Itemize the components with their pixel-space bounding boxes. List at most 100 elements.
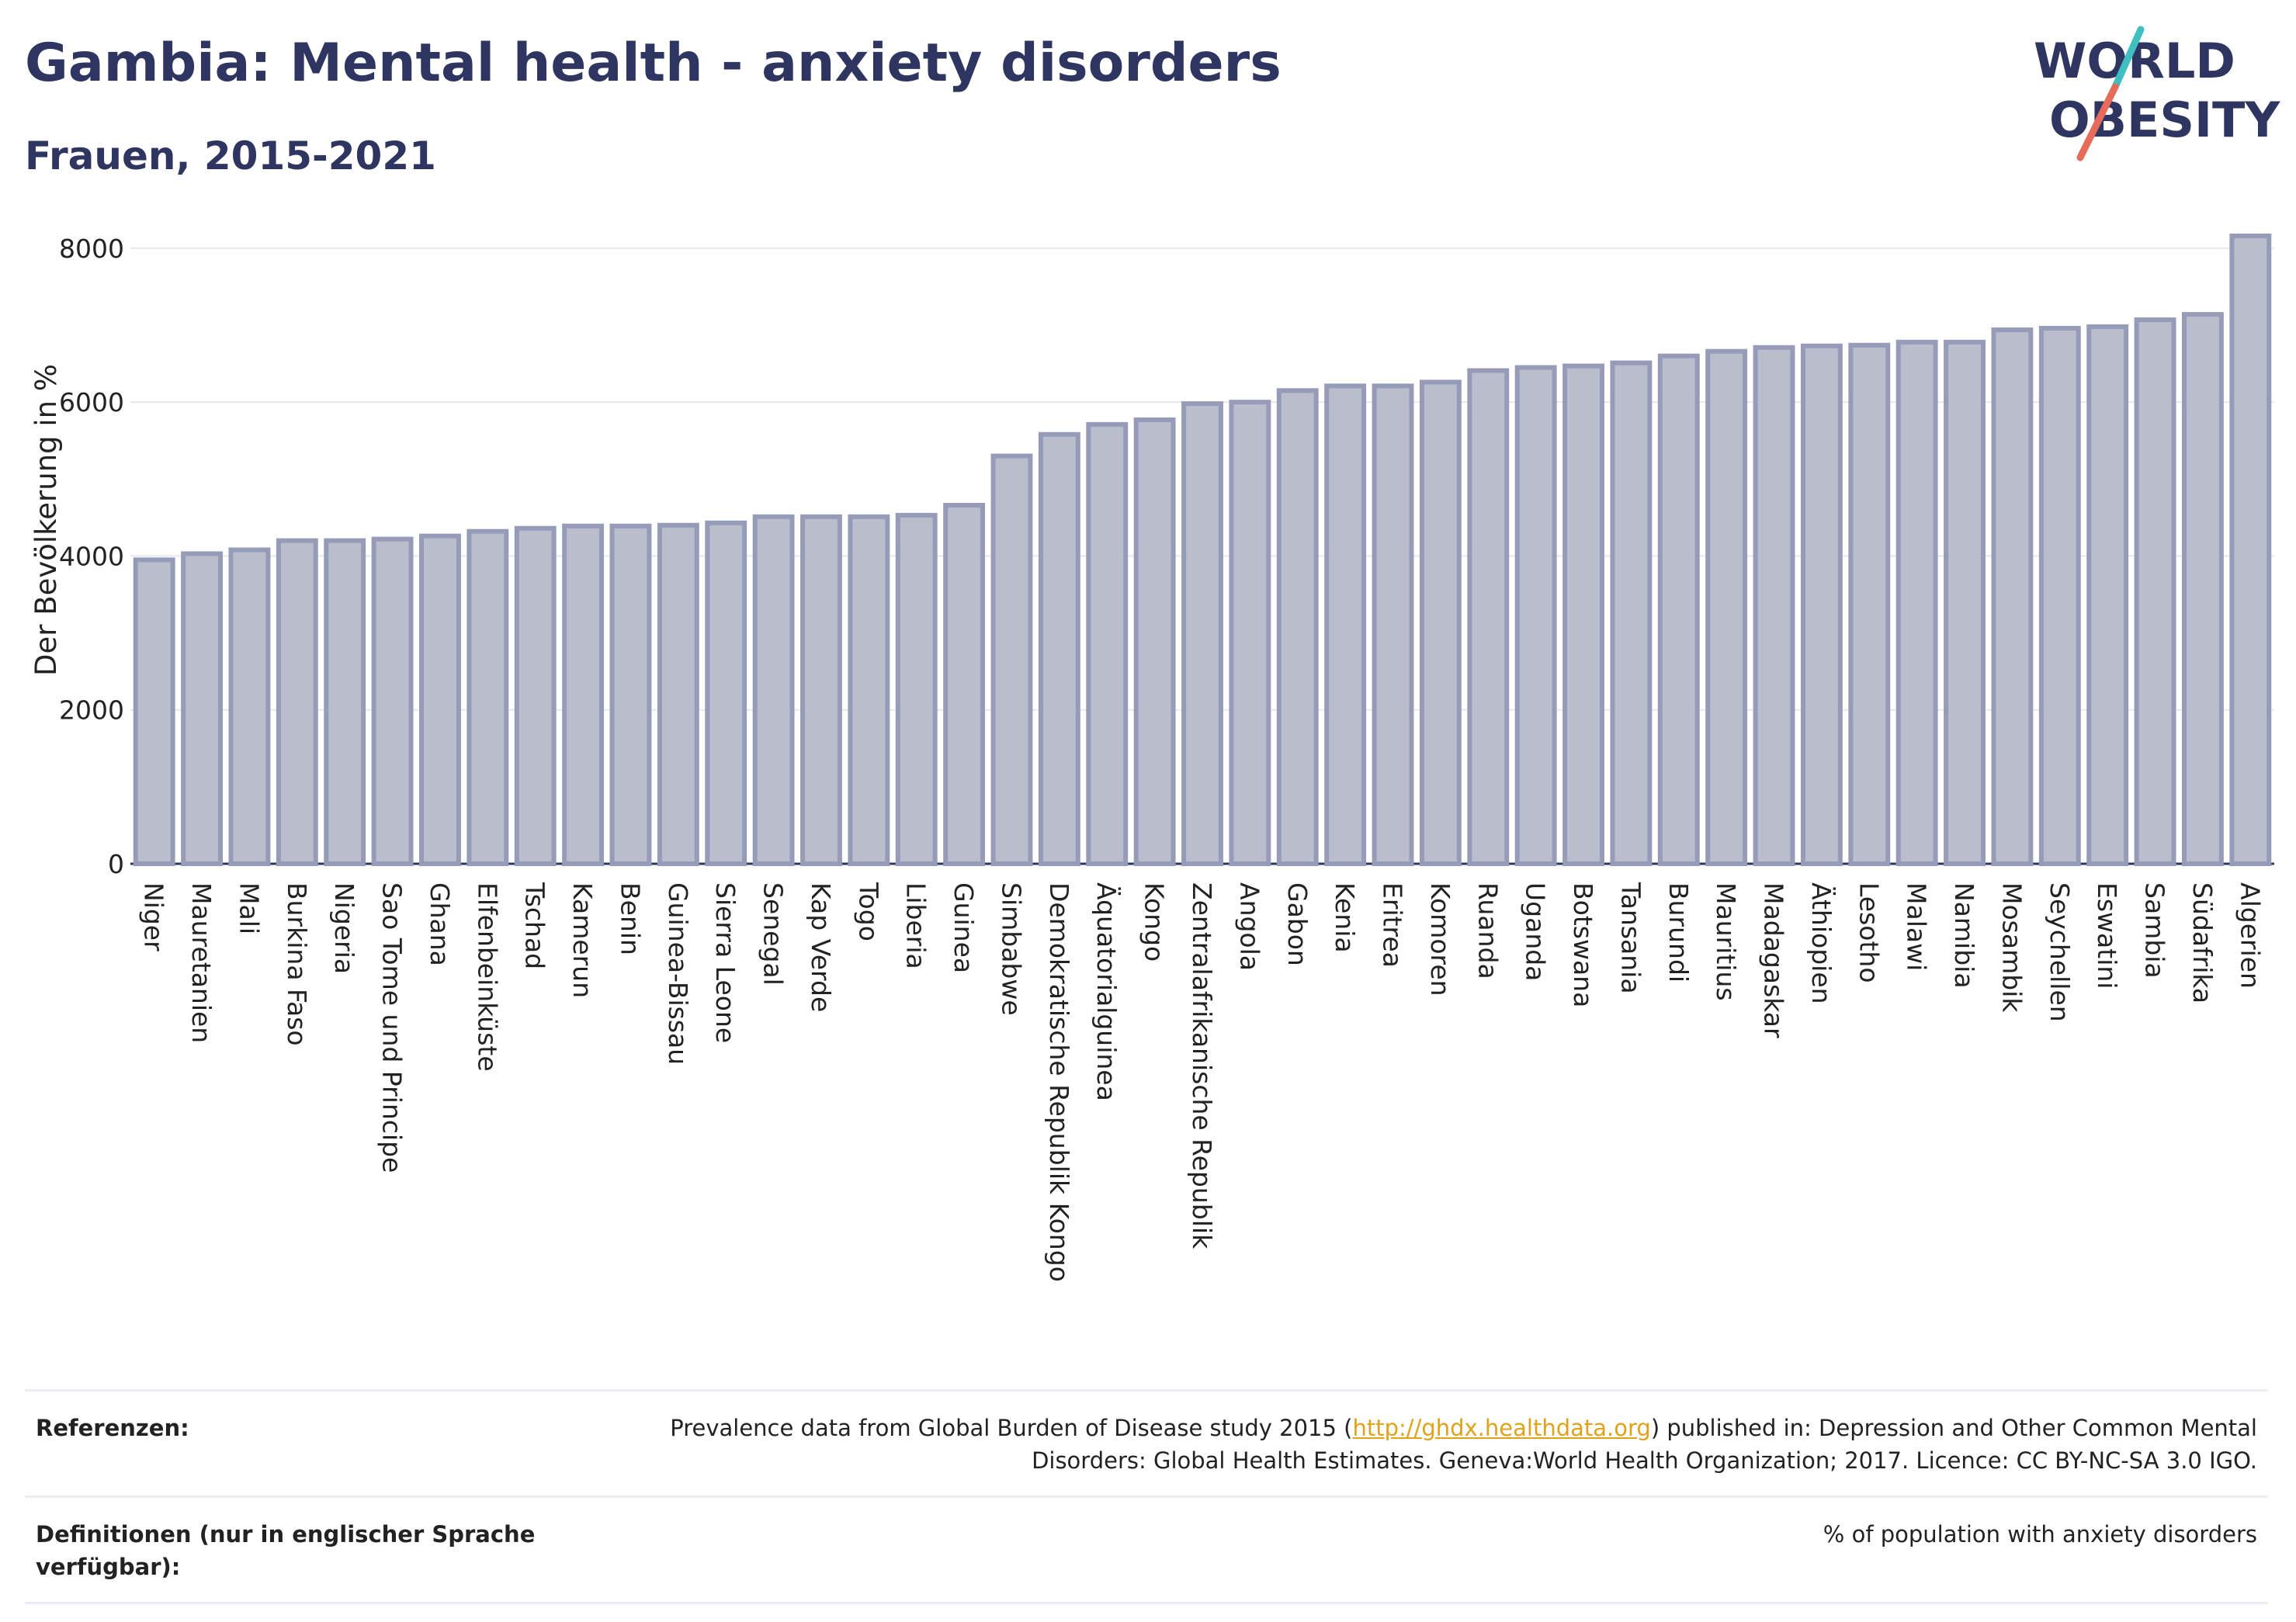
x-category-label: Guinea-Bissau — [663, 882, 693, 1065]
y-axis-ticks: 0 2000 4000 6000 8000 — [59, 234, 124, 879]
bar-chart: 0 2000 4000 6000 8000 Niger Mauretanien Mali Bu… — [29, 233, 2274, 1282]
x-category-label: Kamerun — [567, 882, 598, 998]
x-category-label: Komoren — [1425, 882, 1455, 996]
x-category-label: Uganda — [1521, 882, 1551, 981]
x-category-label: Tansania — [1615, 882, 1646, 994]
bar — [1229, 400, 1271, 866]
bar — [2134, 317, 2176, 867]
bar — [1133, 417, 1176, 866]
x-category-label: Mauretanien — [186, 882, 217, 1043]
x-category-label: Kongo — [1139, 882, 1170, 962]
bar — [1181, 401, 1223, 866]
bar — [2038, 325, 2081, 866]
bar — [1753, 345, 1795, 867]
x-category-label: Botswana — [1568, 882, 1598, 1007]
y-tick-label: 2000 — [59, 695, 124, 726]
x-category-label: Algerien — [2235, 882, 2265, 989]
x-category-label: Mauritius — [1711, 882, 1741, 1001]
bar — [1657, 353, 1700, 866]
bar — [1800, 343, 1843, 866]
references-row: Referenzen: Prevalence data from Global … — [25, 1389, 2268, 1495]
x-category-label: Elfenbeinküste — [472, 882, 502, 1072]
chart-subtitle: Frauen, 2015-2021 — [25, 133, 436, 178]
bar — [181, 551, 224, 866]
y-tick-label: 6000 — [59, 387, 124, 418]
x-category-label: Gabon — [1282, 882, 1313, 966]
x-category-label: Burkina Faso — [282, 882, 312, 1046]
world-obesity-logo: WORLD OBESITY — [2034, 26, 2280, 161]
bar — [895, 512, 938, 866]
x-category-label: Niger — [139, 882, 169, 951]
definitions-row: Definitionen (nur in englischer Sprache … — [25, 1495, 2268, 1605]
bars — [133, 233, 2272, 867]
x-category-label: Kenia — [1330, 882, 1360, 953]
x-category-label: Äquatorialguinea — [1091, 882, 1122, 1101]
bar — [1372, 383, 1414, 866]
x-category-label: Malawi — [1902, 882, 1932, 971]
references-link[interactable]: http://ghdx.healthdata.org — [1352, 1415, 1651, 1441]
x-category-label: Liberia — [901, 882, 931, 969]
bar — [1324, 383, 1367, 866]
x-category-label: Sambia — [2140, 882, 2170, 979]
x-category-label: Senegal — [758, 882, 789, 986]
bar — [1038, 431, 1080, 866]
bar — [1705, 348, 1748, 866]
bar — [1944, 339, 1986, 867]
x-category-label: Angola — [1234, 882, 1264, 971]
chart-title: Gambia: Mental health - anxiety disorder… — [25, 33, 1282, 94]
x-category-label: Südafrika — [2187, 882, 2218, 1003]
bar — [514, 525, 557, 866]
x-category-label: Zentralafrikanische Republik — [1187, 882, 1217, 1249]
bar — [609, 523, 652, 866]
x-category-label: Simbabwe — [996, 882, 1026, 1016]
x-category-label: Demokratische Republik Kongo — [1044, 882, 1074, 1282]
x-category-label: Namibia — [1949, 882, 1979, 989]
bar — [752, 514, 795, 866]
x-category-label: Eswatini — [2092, 882, 2122, 989]
bar — [1086, 421, 1129, 866]
bar — [1276, 388, 1319, 866]
y-tick-label: 8000 — [59, 234, 124, 264]
bar — [2086, 324, 2129, 866]
bar — [1514, 365, 1557, 866]
bar — [371, 536, 414, 866]
logo-slash-teal — [2111, 26, 2145, 91]
bar — [657, 522, 699, 866]
bar — [943, 502, 986, 866]
definitions-text: % of population with anxiety disorders — [1823, 1521, 2257, 1548]
x-category-label: Mali — [234, 882, 264, 934]
footer: Referenzen: Prevalence data from Global … — [25, 1389, 2268, 1605]
bar — [1610, 360, 1653, 866]
y-axis-title: Der Bevölkerung in % — [29, 364, 63, 676]
x-axis-categories: Niger Mauretanien Mali Burkina Faso Nigeria S… — [139, 882, 2266, 1282]
x-category-label: Nigeria — [329, 882, 359, 974]
references-text-start: Prevalence data from Global Burden of Di… — [670, 1415, 1353, 1441]
bar — [1467, 368, 1510, 867]
x-category-label: Benin — [615, 882, 645, 955]
bar — [419, 533, 461, 866]
bar — [990, 453, 1033, 866]
logo-slash-red — [2076, 83, 2119, 161]
bar — [133, 557, 175, 866]
bar — [705, 520, 747, 866]
x-category-label: Sao Tome und Principe — [377, 882, 408, 1173]
bar — [466, 529, 509, 866]
definitions-label: Definitionen (nur in englischer Sprache … — [36, 1521, 536, 1581]
bar — [1991, 327, 2034, 866]
x-category-label: Burundi — [1663, 882, 1694, 983]
bar — [228, 547, 271, 866]
x-category-label: Togo — [853, 882, 883, 941]
references-text-end: ) published in: Depression and Other Com… — [1032, 1415, 2257, 1475]
bar — [1848, 342, 1891, 866]
x-category-label: Ruanda — [1472, 882, 1503, 979]
bar — [2181, 312, 2224, 867]
x-category-label: Kap Verde — [806, 882, 836, 1012]
bar — [800, 514, 842, 866]
x-category-label: Mosambik — [1996, 882, 2027, 1013]
x-category-label: Lesotho — [1854, 882, 1884, 983]
bar — [1562, 363, 1604, 866]
x-category-label: Sierra Leone — [710, 882, 740, 1043]
bar — [276, 538, 318, 867]
bar — [562, 523, 605, 866]
x-category-label: Eritrea — [1378, 882, 1408, 968]
